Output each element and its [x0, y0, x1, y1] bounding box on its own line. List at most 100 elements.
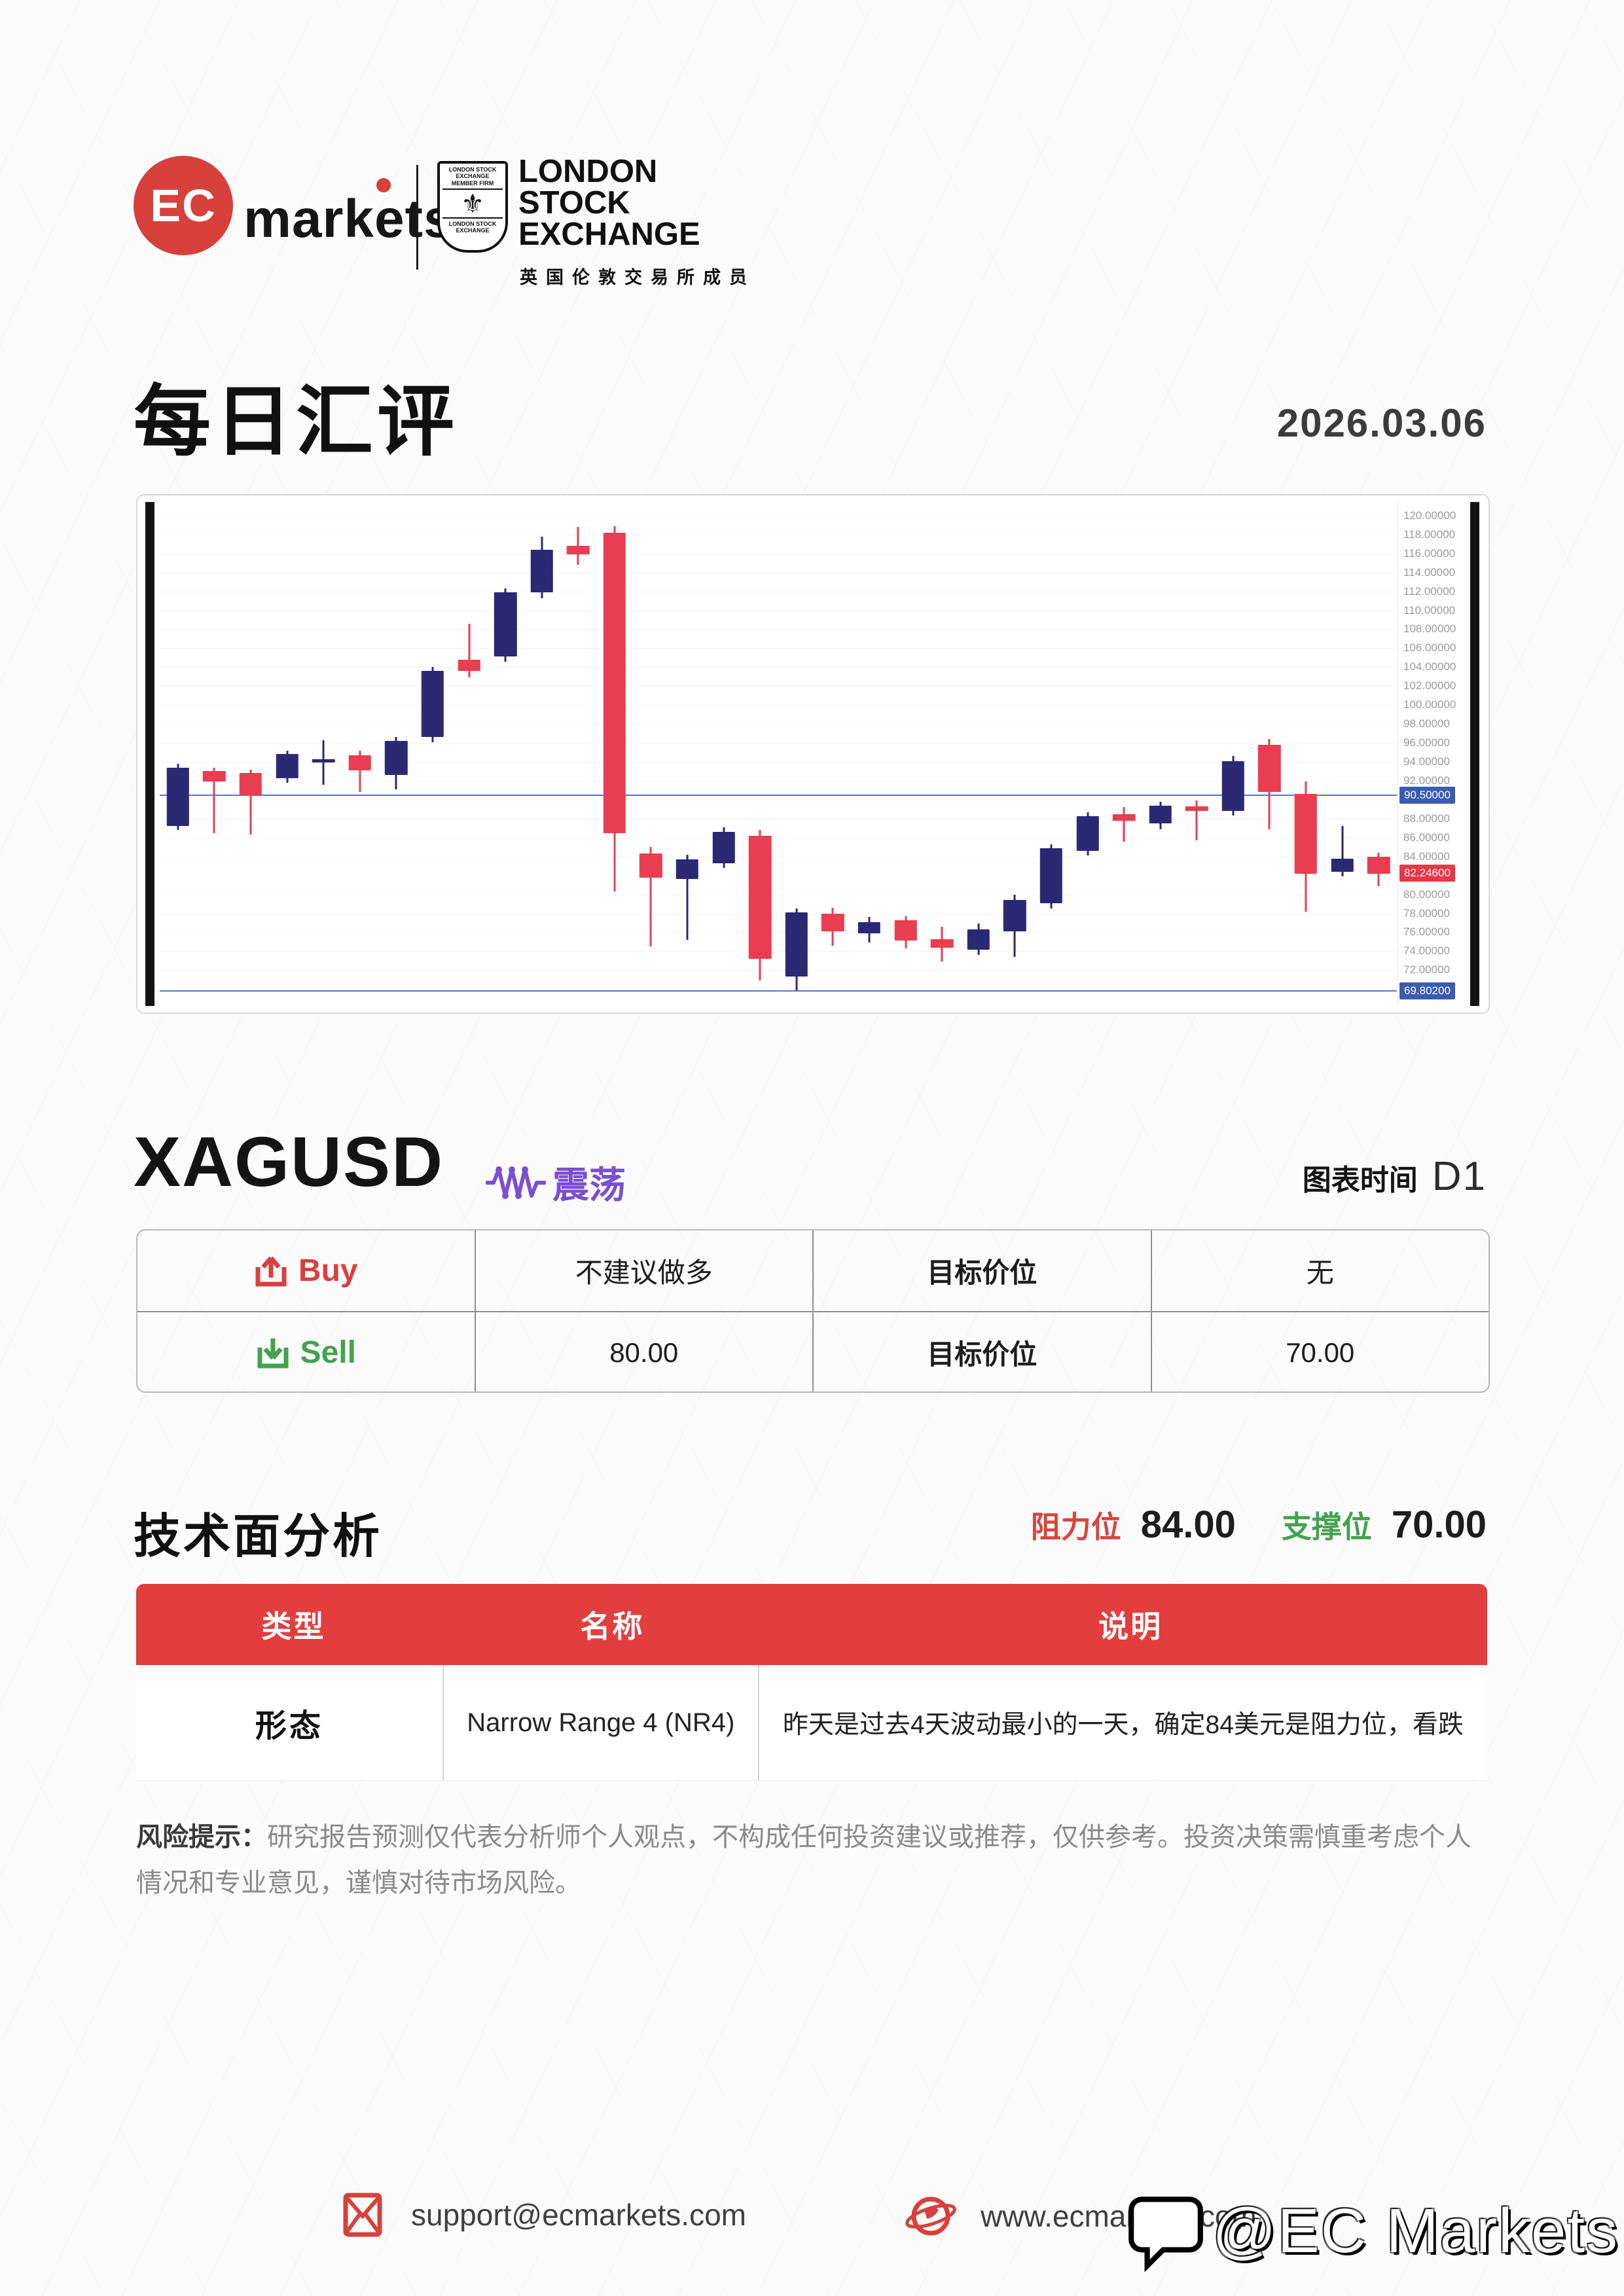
- candle-up: [1149, 805, 1172, 824]
- buy-row: Buy 不建议做多 目标价位 无: [137, 1230, 1489, 1311]
- sell-target-value-cell: 70.00: [1150, 1312, 1489, 1391]
- email-icon: [343, 2193, 382, 2237]
- candle-down: [348, 755, 371, 771]
- gridline: [160, 951, 1397, 952]
- pattern-type: 形态: [255, 1709, 323, 1744]
- candle-down: [1294, 794, 1318, 874]
- pattern-name: Narrow Range 4 (NR4): [442, 1665, 759, 1780]
- globe-icon: [905, 2197, 956, 2236]
- candle-down: [239, 773, 262, 797]
- resistance-value: 84.00: [1140, 1503, 1236, 1546]
- header-name: 名称: [580, 1609, 645, 1643]
- y-axis-tick: 118.00000: [1403, 528, 1456, 541]
- website-url[interactable]: www.ecmarkets.com: [981, 2199, 1257, 2233]
- timeframe-value: D1: [1432, 1154, 1487, 1199]
- buy-target-value-cell: 无: [1150, 1230, 1489, 1311]
- chart-right-edge-bar: [1470, 502, 1479, 1006]
- sell-action: Sell: [256, 1335, 356, 1371]
- y-axis-tick: 78.00000: [1403, 906, 1450, 920]
- candle-up: [312, 759, 335, 763]
- y-axis-tick: 120.00000: [1403, 509, 1456, 522]
- analysis-table: 类型 名称 说明 形态 Narrow Range 4 (NR4) 昨天是过去4天…: [136, 1584, 1487, 1781]
- y-axis-tick: 108.00000: [1403, 622, 1456, 636]
- report-date: 2026.03.06: [1276, 401, 1487, 445]
- buy-label: Buy: [298, 1253, 358, 1288]
- candle-up: [530, 549, 553, 592]
- level-line: [160, 794, 1397, 796]
- pattern-desc: 昨天是过去4天波动最小的一天，确定84美元是阻力位，看跌: [782, 1711, 1464, 1739]
- candle-down: [203, 771, 226, 782]
- key-levels: 阻力位 84.00 支撑位 70.00: [1031, 1503, 1487, 1547]
- gridline: [160, 705, 1397, 706]
- gridline: [160, 932, 1397, 933]
- candle-wick: [1195, 800, 1198, 841]
- lse-name-chinese: 英国伦敦交易所成员: [520, 268, 755, 287]
- y-axis-tick: 96.00000: [1403, 736, 1450, 749]
- gridline: [160, 667, 1397, 668]
- logo-divider: [416, 165, 418, 270]
- sell-cell: Sell: [137, 1312, 475, 1391]
- trend-badge: 震荡: [486, 1156, 626, 1209]
- y-axis-tick: 100.00000: [1403, 698, 1456, 711]
- price-scale: 120.00000 118.00000 116.00000 114.00000 112.…: [1399, 503, 1466, 1003]
- sell-row: Sell 80.00 目标价位 70.00: [137, 1311, 1489, 1391]
- candle-up: [1039, 848, 1063, 903]
- buy-advice-cell: 不建议做多: [474, 1230, 813, 1311]
- candle-down: [1367, 856, 1390, 874]
- trend-label: 震荡: [552, 1164, 626, 1206]
- candlestick-chart: 120.00000 118.00000 116.00000 114.00000 112.…: [136, 494, 1490, 1014]
- analysis-table-header: 类型 名称 说明: [136, 1584, 1487, 1665]
- y-axis-tick: 112.00000: [1403, 584, 1456, 598]
- plot-area: [160, 503, 1397, 1003]
- y-axis-tick: 72.00000: [1403, 963, 1450, 977]
- current-price-badge: 82.24600: [1399, 865, 1455, 882]
- speech-bubble-icon: [1128, 2197, 1203, 2272]
- oscillation-wave-icon: [486, 1166, 546, 1199]
- candle-down: [603, 532, 626, 833]
- candle-down: [458, 659, 480, 672]
- resistance-label: 阻力位: [1030, 1510, 1121, 1544]
- candle-up: [276, 754, 298, 778]
- ec-logo-text: EC: [150, 180, 217, 231]
- candle-down: [1112, 814, 1136, 821]
- watermark-text: @EC Markets: [1212, 2196, 1619, 2266]
- candle-down: [1258, 744, 1281, 793]
- gridline: [160, 724, 1397, 725]
- gridline: [160, 970, 1397, 971]
- analysis-table-row: 形态 Narrow Range 4 (NR4) 昨天是过去4天波动最小的一天，确…: [136, 1665, 1487, 1781]
- candle-wick: [649, 847, 652, 947]
- candle-down: [1185, 806, 1208, 812]
- gridline: [160, 629, 1397, 630]
- candle-up: [967, 929, 990, 950]
- candle-up: [785, 912, 808, 977]
- y-axis-tick: 106.00000: [1403, 641, 1456, 655]
- y-axis-tick: 110.00000: [1403, 603, 1456, 617]
- support-email[interactable]: support@ecmarkets.com: [411, 2198, 746, 2232]
- candle-wick: [1341, 826, 1344, 877]
- timeframe-row: 图表时间 D1: [1303, 1153, 1487, 1200]
- lse-crest-icon: LONDON STOCK EXCHANGE MEMBER FIRM ⚜ LOND…: [437, 161, 508, 253]
- y-axis-tick: 92.00000: [1403, 774, 1450, 787]
- y-axis-tick: 80.00000: [1403, 888, 1450, 901]
- candle-up: [494, 592, 517, 657]
- candle-down: [821, 913, 844, 932]
- sell-price-cell: 80.00: [474, 1312, 813, 1391]
- footer-email: support@ecmarkets.com: [338, 2190, 746, 2240]
- y-axis-tick: 104.00000: [1403, 660, 1456, 673]
- gridline: [160, 743, 1397, 744]
- risk-text: 研究报告预测仅代表分析师个人观点，不构成任何投资建议或推荐，仅供参考。投资决策需…: [136, 1823, 1471, 1897]
- candle-down: [640, 853, 662, 878]
- support-value: 70.00: [1391, 1503, 1487, 1546]
- candle-wick: [359, 750, 361, 793]
- candle-down: [748, 835, 772, 959]
- timeframe-label: 图表时间: [1302, 1164, 1418, 1196]
- candle-wick: [1123, 807, 1125, 842]
- chart-left-edge-bar: [145, 502, 154, 1006]
- candle-up: [166, 767, 190, 827]
- y-axis-tick: 74.00000: [1403, 944, 1450, 958]
- y-axis-tick: 102.00000: [1403, 679, 1456, 692]
- y-axis-tick: 114.00000: [1403, 565, 1456, 579]
- candle-up: [857, 922, 881, 933]
- brand-dot-accent: [376, 178, 391, 192]
- instrument-symbol: XAGUSD: [134, 1122, 444, 1201]
